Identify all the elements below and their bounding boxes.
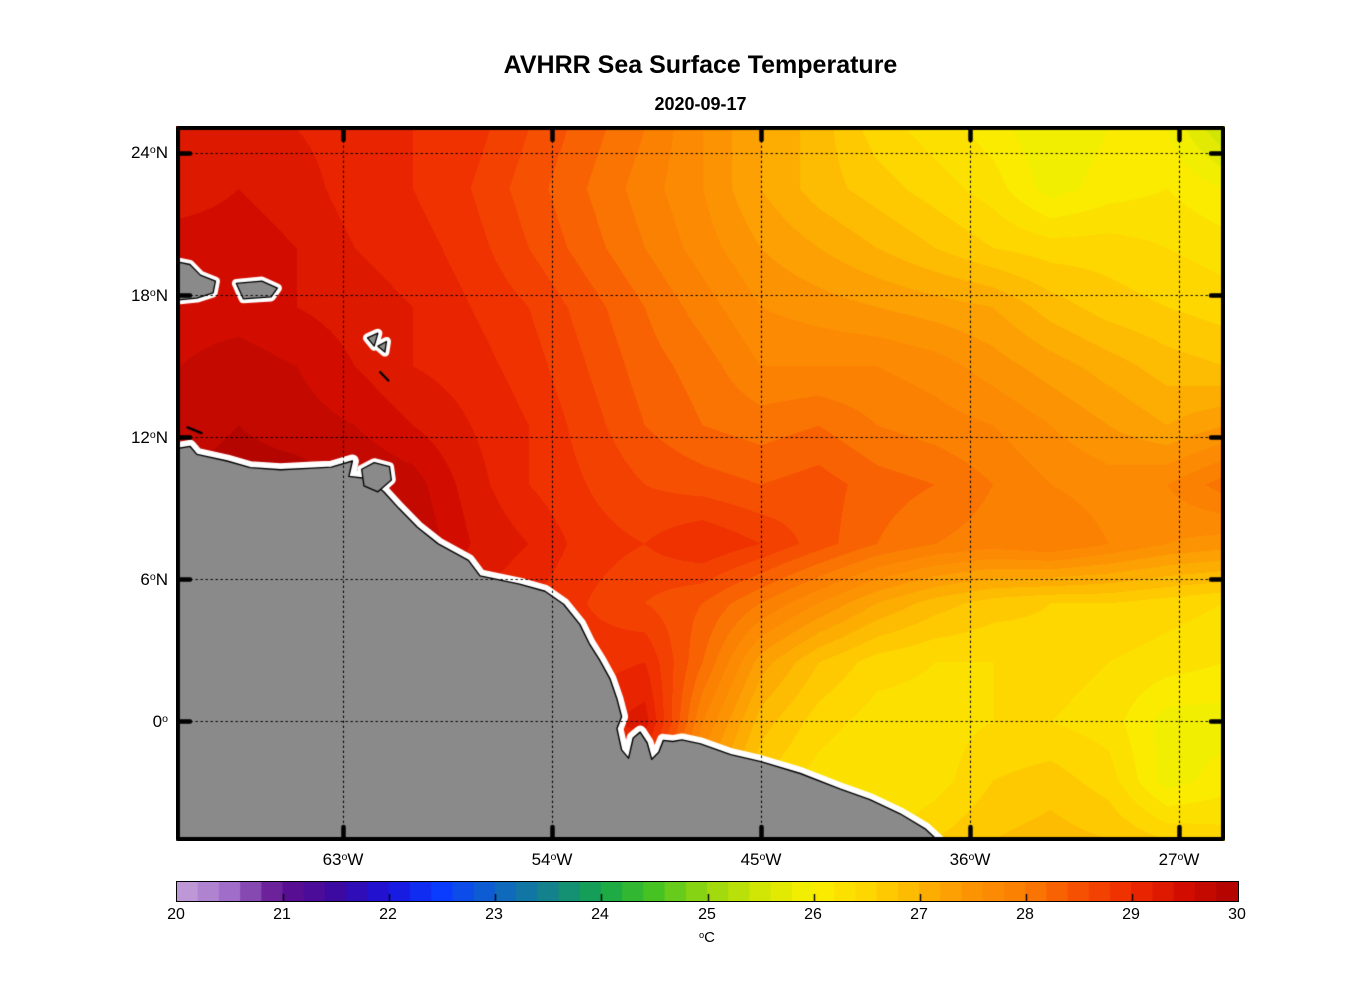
colorbar-tick-label: 24 bbox=[591, 906, 609, 923]
degree-superscript: o bbox=[698, 929, 705, 940]
degree-superscript: o bbox=[1177, 851, 1184, 864]
lon-tick-label-45w: 45oW bbox=[740, 850, 782, 869]
colorbar-tick-label: 22 bbox=[379, 906, 397, 923]
chart-subtitle: 2020-09-17 bbox=[654, 94, 747, 114]
degree-superscript: o bbox=[149, 429, 156, 442]
colorbar-tick-label: 26 bbox=[804, 906, 822, 923]
colorbar-tick-label: 30 bbox=[1228, 906, 1246, 923]
lon-tick-label-27w: 27oW bbox=[1158, 850, 1200, 869]
degree-superscript: o bbox=[550, 851, 557, 864]
colorbar-tick-label: 20 bbox=[167, 906, 185, 923]
lat-tick-label-12n: 12oN bbox=[130, 428, 168, 447]
lat-tick-label-18n: 18oN bbox=[130, 286, 168, 305]
degree-superscript: o bbox=[341, 851, 348, 864]
degree-superscript: o bbox=[162, 713, 168, 726]
lat-tick-label-6n: 6oN bbox=[140, 570, 168, 589]
degree-superscript: o bbox=[149, 571, 156, 584]
colorbar-tick-label: 25 bbox=[698, 906, 716, 923]
lat-tick-label-0: 0o bbox=[152, 712, 168, 731]
colorbar-tick-label: 23 bbox=[485, 906, 503, 923]
lon-tick-label-36w: 36oW bbox=[949, 850, 991, 869]
lat-tick-label-24n: 24oN bbox=[130, 143, 168, 162]
degree-superscript: o bbox=[149, 144, 156, 157]
colorbar-tick-label: 27 bbox=[910, 906, 928, 923]
degree-superscript: o bbox=[759, 851, 766, 864]
colorbar-tick-label: 28 bbox=[1016, 906, 1034, 923]
chart-title: AVHRR Sea Surface Temperature bbox=[503, 51, 898, 79]
degree-superscript: o bbox=[968, 851, 975, 864]
colorbar bbox=[176, 881, 1239, 902]
lon-tick-label-63w: 63oW bbox=[322, 850, 364, 869]
lon-tick-label-54w: 54oW bbox=[531, 850, 573, 869]
colorbar-tick-label: 29 bbox=[1122, 906, 1140, 923]
sst-map-canvas bbox=[176, 126, 1225, 841]
colorbar-tick-label: 21 bbox=[273, 906, 291, 923]
colorbar-unit-label: oC bbox=[698, 929, 715, 946]
degree-superscript: o bbox=[149, 287, 156, 300]
